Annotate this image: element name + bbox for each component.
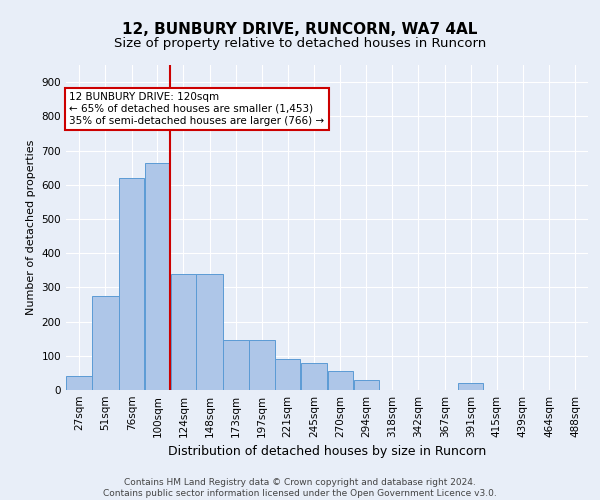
Bar bbox=[275, 359, 301, 390]
Bar bbox=[328, 371, 353, 390]
Bar bbox=[119, 178, 145, 390]
Bar bbox=[223, 340, 249, 390]
Bar bbox=[66, 376, 92, 390]
Bar bbox=[458, 383, 484, 390]
Bar bbox=[249, 340, 275, 390]
Text: 12, BUNBURY DRIVE, RUNCORN, WA7 4AL: 12, BUNBURY DRIVE, RUNCORN, WA7 4AL bbox=[122, 22, 478, 38]
Bar bbox=[301, 362, 328, 390]
Bar bbox=[170, 274, 196, 390]
Bar bbox=[92, 296, 119, 390]
X-axis label: Distribution of detached houses by size in Runcorn: Distribution of detached houses by size … bbox=[168, 446, 486, 458]
Y-axis label: Number of detached properties: Number of detached properties bbox=[26, 140, 36, 315]
Bar bbox=[196, 274, 223, 390]
Text: Contains HM Land Registry data © Crown copyright and database right 2024.
Contai: Contains HM Land Registry data © Crown c… bbox=[103, 478, 497, 498]
Text: 12 BUNBURY DRIVE: 120sqm
← 65% of detached houses are smaller (1,453)
35% of sem: 12 BUNBURY DRIVE: 120sqm ← 65% of detach… bbox=[69, 92, 325, 126]
Bar bbox=[145, 162, 170, 390]
Bar bbox=[353, 380, 379, 390]
Text: Size of property relative to detached houses in Runcorn: Size of property relative to detached ho… bbox=[114, 38, 486, 51]
